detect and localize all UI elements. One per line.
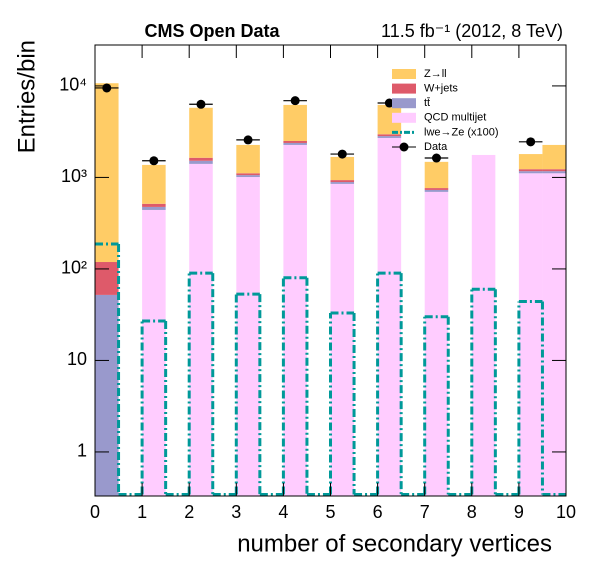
legend-label: QCD multijet <box>424 112 486 124</box>
x-tick-label: 1 <box>137 502 147 522</box>
stack-segment <box>424 191 449 496</box>
x-tick-label: 10 <box>556 502 576 522</box>
stack-segment <box>283 104 307 142</box>
data-point <box>431 153 441 163</box>
stack-segment <box>377 134 402 137</box>
stack-segment <box>189 157 213 161</box>
stack-segment <box>189 163 213 496</box>
data-point <box>102 83 112 93</box>
stack-segment <box>377 136 402 138</box>
y-tick-label: 1 <box>77 441 87 461</box>
x-tick-label: 4 <box>278 502 288 522</box>
stack-segment <box>236 144 260 174</box>
stack-segment <box>542 169 566 172</box>
legend-swatch <box>392 112 416 123</box>
x-axis-label: number of secondary vertices <box>237 530 552 557</box>
x-tick-label: 0 <box>90 502 100 522</box>
chart-subtitle: 11.5 fb⁻¹ (2012, 8 TeV) <box>381 21 563 41</box>
y-tick-label: 10⁴ <box>59 75 87 95</box>
stack-segment <box>95 262 119 295</box>
stack-segment <box>542 173 566 496</box>
stack-segment <box>283 142 307 145</box>
stack-segment <box>189 107 213 158</box>
stack-segment <box>377 137 402 496</box>
stack-segment <box>424 161 449 189</box>
stack-segment <box>471 154 496 496</box>
y-axis-label: Entries/bin <box>13 40 40 153</box>
data-point <box>243 135 253 145</box>
data-point <box>526 137 536 147</box>
chart-title: CMS Open Data <box>144 21 280 41</box>
stack-segment <box>95 83 119 263</box>
x-tick-label: 7 <box>420 502 430 522</box>
stack-segment <box>142 206 166 210</box>
y-tick-label: 10 <box>67 349 87 369</box>
stack-segment <box>142 164 166 204</box>
stack-segment <box>424 189 449 192</box>
stack-segment <box>95 294 119 496</box>
x-tick-label: 5 <box>325 502 335 522</box>
legend-label: tt̄ <box>424 97 430 109</box>
legend-swatch <box>392 83 416 94</box>
legend-swatch <box>392 69 416 79</box>
legend-label: lwe→Ze (x100) <box>424 126 499 138</box>
stack-segment <box>283 141 307 143</box>
legend-swatch <box>392 98 416 109</box>
data-point <box>290 96 300 106</box>
stack-segment <box>283 144 307 496</box>
x-tick-label: 2 <box>184 502 194 522</box>
data-point <box>337 149 347 159</box>
stack-segment <box>518 171 543 174</box>
stack-segment <box>236 177 260 496</box>
stack-segment <box>189 160 213 164</box>
x-tick-label: 6 <box>373 502 383 522</box>
stack-segment <box>330 182 355 184</box>
stack-segment <box>142 203 166 207</box>
legend-swatch <box>399 142 409 152</box>
x-tick-label: 9 <box>514 502 524 522</box>
plot-area <box>95 83 566 496</box>
x-tick-label: 3 <box>231 502 241 522</box>
y-tick-label: 10³ <box>61 166 87 186</box>
legend-label: Data <box>424 141 448 153</box>
stack-segment <box>424 188 449 190</box>
stack-segment <box>236 175 260 178</box>
stack-segment <box>330 183 355 496</box>
data-point <box>149 156 159 166</box>
stack-segment <box>330 156 355 181</box>
legend-label: Z→ll <box>424 68 447 80</box>
stack-segment <box>236 173 260 176</box>
data-point <box>196 99 206 109</box>
stack-segment <box>142 209 166 496</box>
stack-segment <box>330 180 355 183</box>
y-tick-label: 10² <box>61 258 87 278</box>
stack-segment <box>518 154 543 170</box>
stack-segment <box>518 173 543 496</box>
legend-label: W+jets <box>424 83 458 95</box>
stack-segment <box>542 144 566 170</box>
stack-segment <box>518 169 543 172</box>
stack-segment <box>377 104 402 135</box>
x-tick-label: 8 <box>467 502 477 522</box>
stack-segment <box>542 171 566 174</box>
data-point <box>384 98 394 108</box>
